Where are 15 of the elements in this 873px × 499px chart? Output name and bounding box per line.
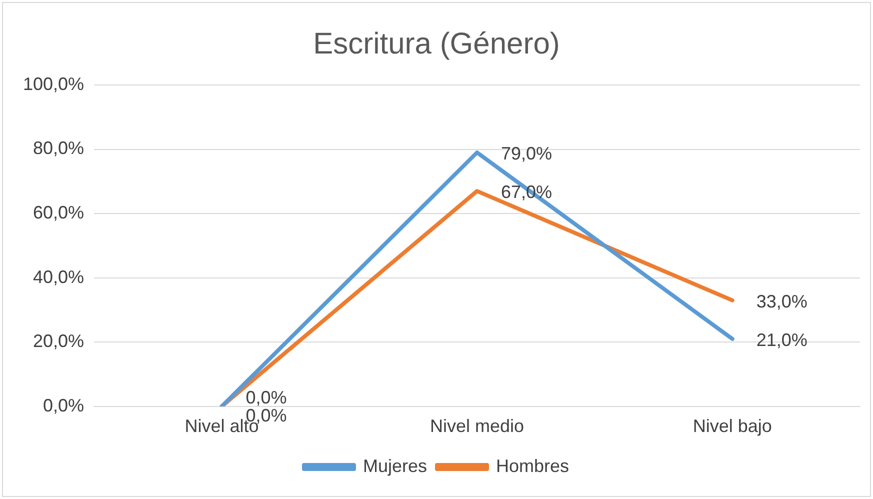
legend-label: Hombres	[496, 456, 570, 476]
y-tick-label: 80,0%	[33, 138, 84, 158]
data-label: 33,0%	[756, 291, 808, 312]
y-tick-label: 60,0%	[33, 202, 84, 223]
data-label: 21,0%	[756, 330, 808, 350]
y-tick-label: 20,0%	[33, 331, 84, 352]
data-label: 0,0%	[246, 387, 287, 408]
y-tick-label: 40,0%	[33, 266, 84, 287]
legend-label: Mujeres	[362, 456, 428, 476]
data-label: 79,0%	[501, 143, 552, 164]
y-tick-label: 0,0%	[43, 395, 84, 416]
x-tick-label: Nivel medio	[430, 416, 524, 436]
x-tick-label: Nivel bajo	[692, 416, 772, 436]
y-tick-label: 100,0%	[22, 74, 84, 94]
chart-title: Escritura (Género)	[313, 27, 560, 60]
